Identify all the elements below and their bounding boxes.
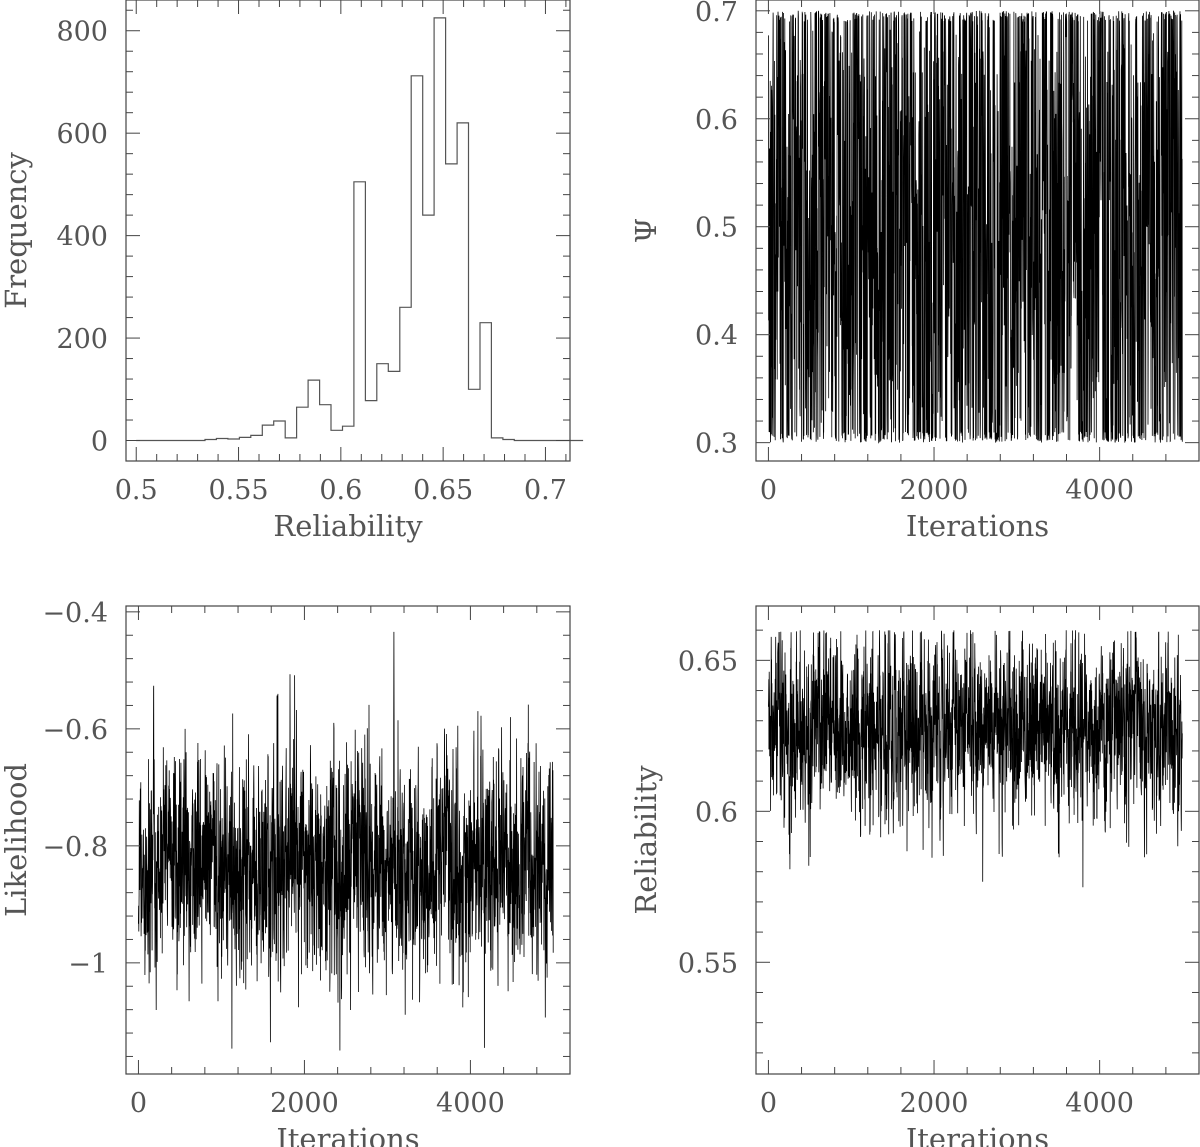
x-tick-label: 4000 (1065, 1088, 1134, 1119)
x-tick-label: 0 (760, 1088, 777, 1119)
y-tick-label: 0 (91, 427, 108, 458)
histogram-steps (136, 17, 584, 442)
y-tick-label: −0.8 (42, 832, 108, 863)
x-tick-label: 0.55 (208, 475, 268, 506)
y-axis-label: Likelihood (0, 763, 33, 917)
panel-hist: 0.5 0.55 0.6 0.65 0.7 0 200 400 600 800 Reliabilit… (0, 0, 584, 543)
y-tick-label: 0.6 (695, 797, 738, 828)
y-tick-label: 0.4 (695, 321, 738, 352)
x-tick-label: 0 (760, 475, 777, 506)
panel-likelihood: 0 2000 4000 −1 −0.8 −0.6 −0.4 Iterations Likelih… (0, 598, 571, 1147)
x-axis-label: Reliability (273, 509, 423, 543)
y-tick-label: 0.55 (678, 948, 738, 979)
y-tick-label: −1 (68, 949, 108, 980)
x-tick-label: 2000 (900, 1088, 969, 1119)
x-axis-label: Iterations (906, 509, 1049, 543)
y-tick-label: 0.65 (678, 646, 738, 677)
panel-reliability-trace: 0 2000 4000 0.55 0.6 0.65 Iterations Reliabilit… (629, 605, 1200, 1147)
x-tick-label: 0.7 (524, 475, 567, 506)
y-axis-label: Ψ (629, 218, 663, 243)
y-tick-label: 200 (56, 324, 108, 355)
trace-line (138, 631, 554, 1051)
x-tick-label: 4000 (1065, 475, 1134, 506)
y-axis-label: Reliability (629, 765, 663, 915)
x-tick-label: 0 (130, 1088, 147, 1119)
y-tick-label: 600 (56, 119, 108, 150)
x-tick-label: 2000 (270, 1088, 339, 1119)
x-axis-label: Iterations (276, 1122, 419, 1147)
x-tick-label: 0.5 (115, 475, 158, 506)
y-tick-label: −0.4 (42, 598, 108, 629)
y-tick-label: 0.3 (695, 429, 738, 460)
x-tick-label: 0.6 (319, 475, 362, 506)
x-tick-label: 4000 (436, 1088, 505, 1119)
x-axis-label: Iterations (906, 1122, 1049, 1147)
y-axis-label: Frequency (0, 151, 33, 308)
trace-line (768, 10, 1183, 444)
x-tick-label: 2000 (900, 475, 969, 506)
y-tick-label: 400 (56, 222, 108, 253)
y-tick-label: −0.6 (42, 715, 108, 746)
plot-frame (125, 605, 571, 1075)
x-tick-label: 0.65 (413, 475, 473, 506)
plot-frame (755, 605, 1200, 1075)
y-tick-label: 0.6 (695, 105, 738, 136)
panel-psi: 0 2000 4000 0.3 0.4 0.5 0.6 0.7 Iterations Ψ (629, 0, 1200, 543)
plot-frame (125, 0, 571, 462)
plot-frame (755, 0, 1200, 462)
y-tick-label: 0.7 (695, 0, 738, 28)
y-tick-label: 800 (56, 17, 108, 48)
y-tick-label: 0.5 (695, 213, 738, 244)
trace-line (768, 630, 1183, 888)
